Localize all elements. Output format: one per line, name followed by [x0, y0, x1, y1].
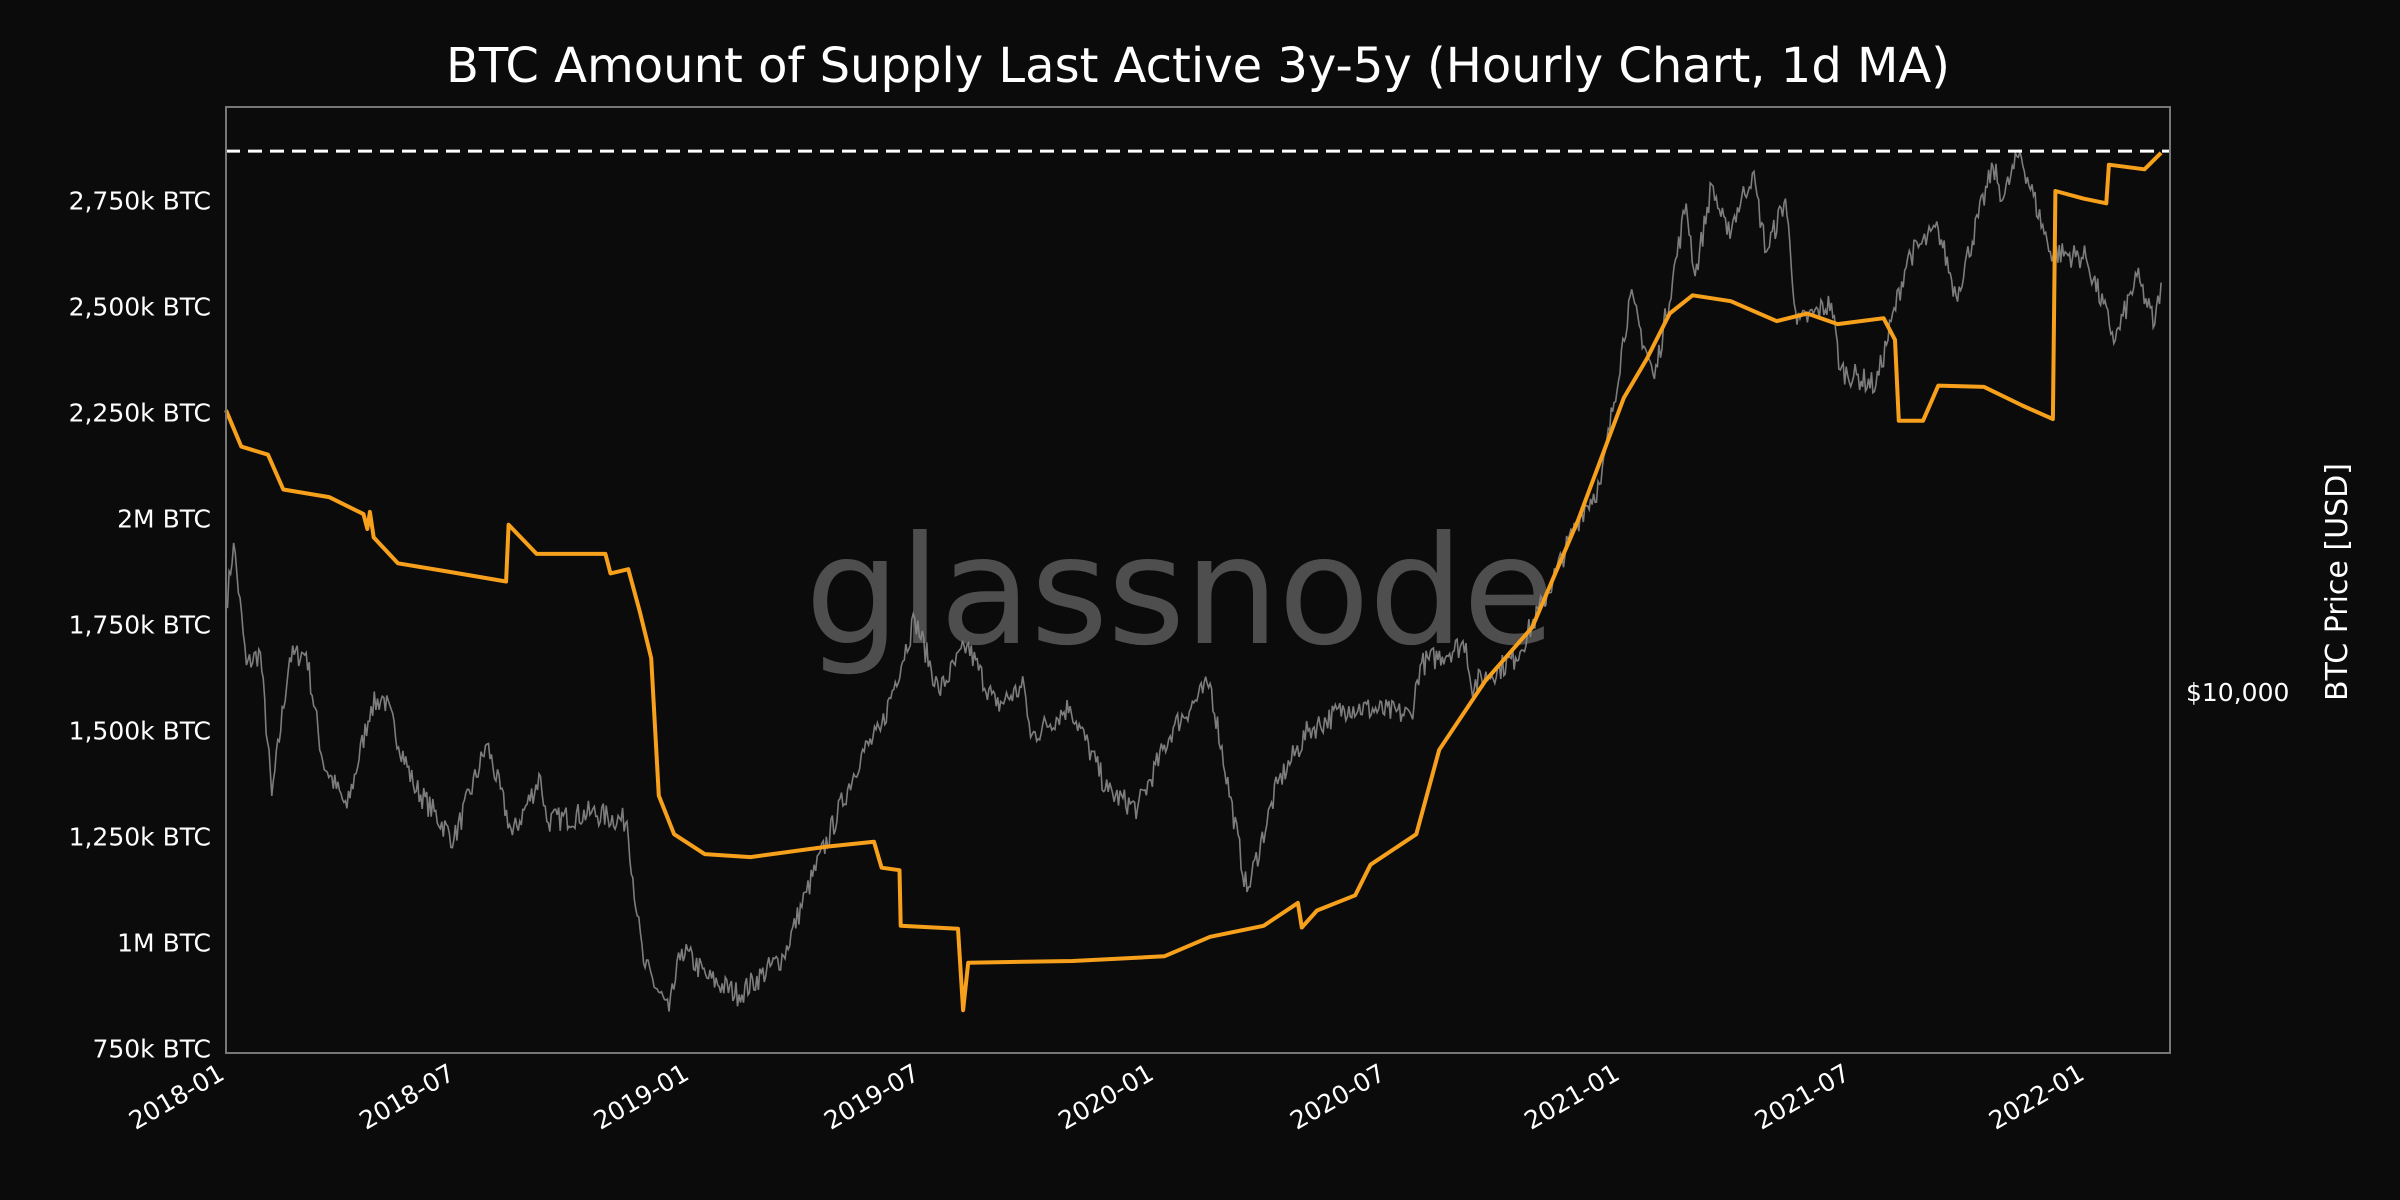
y-tick-label: 1M BTC — [117, 928, 211, 957]
y2-axis-label: BTC Price [USD] — [2320, 463, 2355, 701]
supply-3y-5y-line — [224, 151, 2163, 1013]
y-tick-label: 1,750k BTC — [69, 610, 211, 639]
btc-price-line — [225, 149, 2162, 1012]
y-axis-left: 750k BTC 1M BTC 1,250k BTC 1,500k BTC 1,750k… — [69, 186, 211, 1063]
y-tick-label: 2,500k BTC — [69, 292, 211, 321]
y-tick-label: 2,250k BTC — [69, 398, 211, 427]
y-tick-label: 2,750k BTC — [69, 186, 211, 215]
y-axis-right: $10,000 — [2186, 678, 2289, 707]
plot-frame — [225, 106, 2171, 1054]
y2-tick-label: $10,000 — [2186, 678, 2289, 707]
watermark: glassnode — [805, 505, 1555, 679]
y-tick-label: 1,250k BTC — [69, 822, 211, 851]
plot-area — [224, 149, 2170, 1013]
y-tick-label: 2M BTC — [117, 504, 211, 533]
chart-title: BTC Amount of Supply Last Active 3y-5y (… — [446, 38, 1950, 94]
y-tick-label: 1,500k BTC — [69, 716, 211, 745]
y-tick-label: 750k BTC — [92, 1034, 211, 1063]
